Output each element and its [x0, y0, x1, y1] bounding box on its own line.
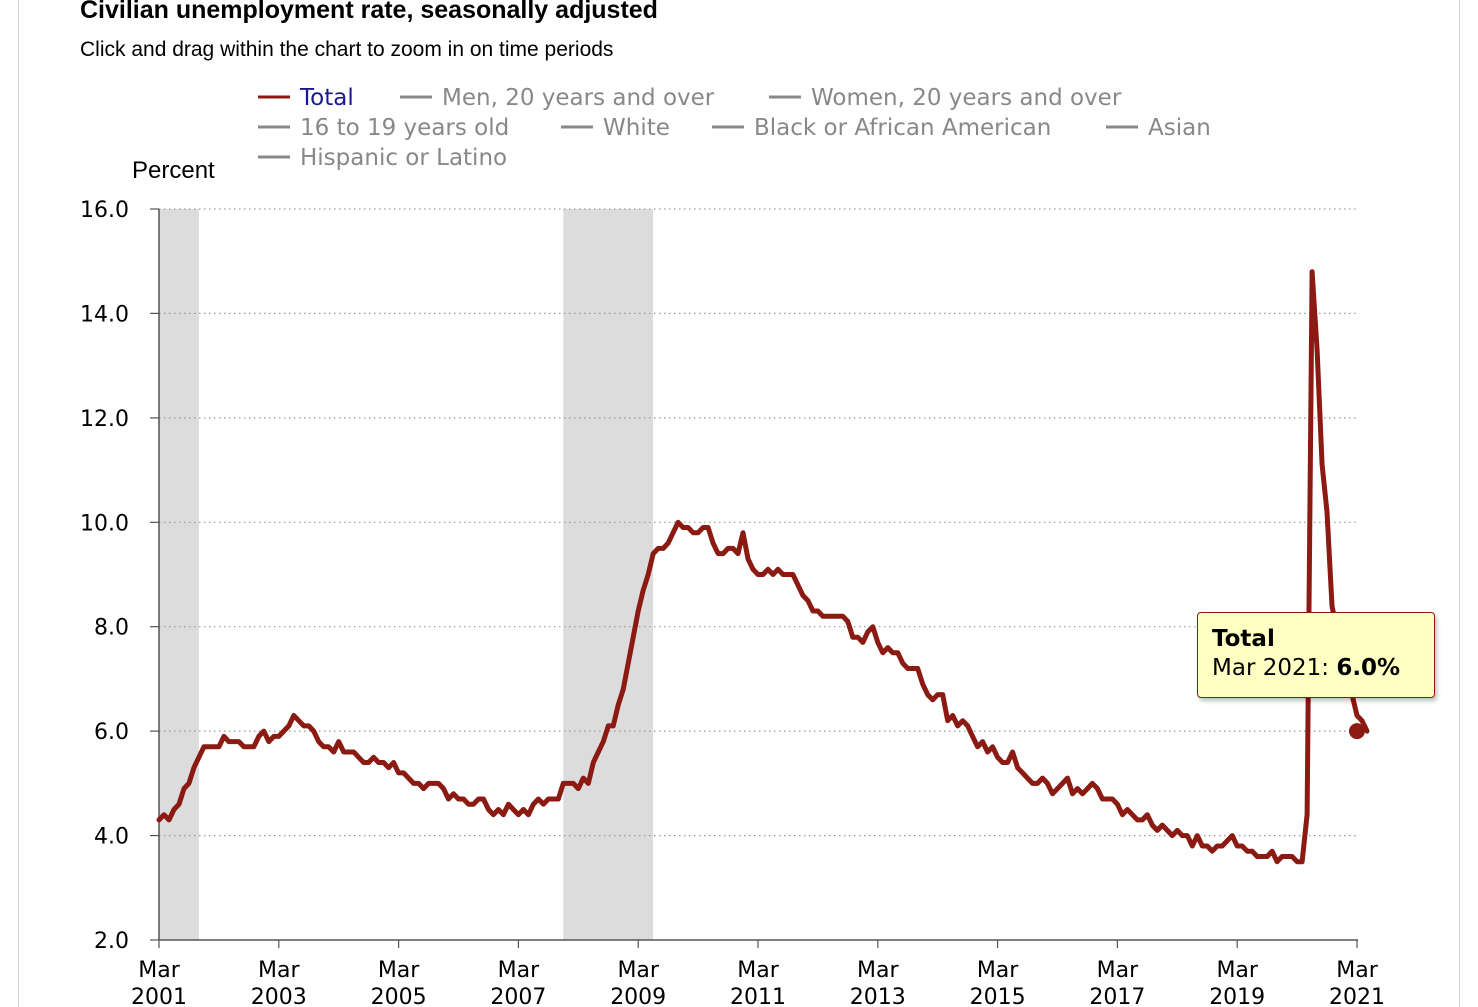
- x-tick-year: 2009: [610, 985, 666, 1007]
- tooltip-value: 6.0%: [1336, 655, 1401, 681]
- x-tick-month: Mar: [258, 958, 300, 983]
- recession-bands: [159, 209, 654, 940]
- y-axis-label: Percent: [132, 157, 215, 184]
- legend-label: Asian: [1148, 115, 1211, 141]
- tooltip-series-name: Total: [1212, 626, 1275, 652]
- legend-label: White: [603, 115, 670, 141]
- legend-item[interactable]: 16 to 19 years old: [258, 115, 509, 141]
- y-tick-label: 4.0: [94, 825, 129, 850]
- tooltip-separator: :: [1321, 655, 1337, 681]
- x-tick-year: 2003: [251, 985, 307, 1007]
- y-tick-label: 6.0: [94, 720, 129, 745]
- x-tick-year: 2011: [730, 985, 786, 1007]
- y-ticks: 16.0 14.0 12.0 10.0 8.0 6.0 4.0 2.0: [80, 198, 159, 954]
- y-tick-label: 16.0: [80, 198, 129, 223]
- y-tick-label: 2.0: [94, 929, 129, 954]
- x-tick-year: 2013: [850, 985, 906, 1007]
- x-tick-month: Mar: [857, 958, 899, 983]
- x-tick-month: Mar: [1097, 958, 1139, 983]
- legend-item[interactable]: Black or African American: [712, 115, 1051, 141]
- x-tick-year: 2017: [1089, 985, 1145, 1007]
- legend-item[interactable]: White: [561, 115, 670, 141]
- x-tick-year: 2001: [131, 985, 187, 1007]
- legend-label: Women, 20 years and over: [811, 85, 1122, 111]
- x-tick-month: Mar: [138, 958, 180, 983]
- legend-item[interactable]: Total: [258, 85, 354, 111]
- chart-subtitle: Click and drag within the chart to zoom …: [80, 38, 614, 61]
- tooltip-period: Mar 2021: [1212, 655, 1322, 681]
- tooltip: Total Mar 2021: 6.0%: [1197, 612, 1435, 698]
- legend-label: Black or African American: [754, 115, 1051, 141]
- y-tick-label: 14.0: [80, 302, 129, 327]
- x-tick-year: 2021: [1329, 985, 1385, 1007]
- legend[interactable]: Total Men, 20 years and over Women, 20 yea…: [258, 85, 1211, 171]
- x-tick-month: Mar: [498, 958, 540, 983]
- y-tick-label: 12.0: [80, 407, 129, 432]
- recession-band-1: [159, 209, 199, 940]
- legend-item[interactable]: Women, 20 years and over: [769, 85, 1122, 111]
- series-line-total: [156, 269, 1370, 865]
- y-tick-label: 10.0: [80, 511, 129, 536]
- x-tick-year: 2019: [1209, 985, 1265, 1007]
- legend-item[interactable]: Men, 20 years and over: [400, 85, 715, 111]
- highlight-point[interactable]: [1349, 723, 1365, 740]
- x-tick-month: Mar: [617, 958, 659, 983]
- chart-title: Civilian unemployment rate, seasonally a…: [80, 0, 658, 24]
- recession-band-2: [563, 209, 654, 940]
- panel-right-border: [1459, 0, 1460, 1007]
- x-tick-month: Mar: [737, 958, 779, 983]
- legend-item[interactable]: Asian: [1106, 115, 1211, 141]
- legend-label: Men, 20 years and over: [442, 85, 715, 111]
- legend-item[interactable]: Hispanic or Latino: [258, 145, 507, 171]
- x-tick-month: Mar: [1336, 958, 1378, 983]
- x-tick-month: Mar: [378, 958, 420, 983]
- panel-left-border: [18, 0, 19, 1007]
- x-tick-month: Mar: [977, 958, 1019, 983]
- legend-label: 16 to 19 years old: [300, 115, 509, 141]
- y-tick-label: 8.0: [94, 616, 129, 641]
- x-ticks: Mar2001Mar2003Mar2005Mar2007Mar2009Mar20…: [131, 940, 1385, 1007]
- tooltip-line: Mar 2021: 6.0%: [1212, 653, 1420, 683]
- x-tick-year: 2007: [490, 985, 546, 1007]
- legend-label: Total: [299, 85, 354, 111]
- legend-label: Hispanic or Latino: [300, 145, 507, 171]
- x-tick-year: 2015: [970, 985, 1026, 1007]
- series-total: [156, 269, 1370, 865]
- x-tick-year: 2005: [371, 985, 427, 1007]
- x-tick-month: Mar: [1216, 958, 1258, 983]
